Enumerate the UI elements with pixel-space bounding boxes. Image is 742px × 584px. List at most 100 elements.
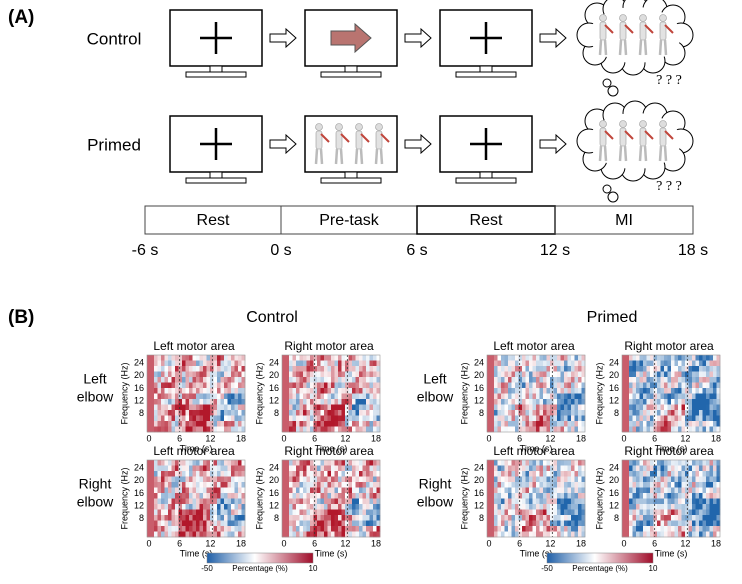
heatmap-cell xyxy=(154,393,158,400)
heatmap-cell xyxy=(681,410,686,416)
heatmap-cell xyxy=(653,526,658,532)
heatmap-cell xyxy=(317,498,321,505)
heatmap-cell xyxy=(639,487,644,494)
heatmap-cell xyxy=(497,426,502,433)
heatmap-cell xyxy=(192,460,197,466)
heatmap-cell xyxy=(678,504,682,510)
heatmap-cell xyxy=(574,498,579,505)
heatmap-cell xyxy=(636,493,640,499)
heatmap-cell xyxy=(210,460,214,466)
heatmap-cell xyxy=(299,410,304,416)
heatmap-cell xyxy=(681,360,686,367)
heatmap-cell xyxy=(709,421,714,427)
heatmap-cell xyxy=(303,388,307,394)
heatmap-cell xyxy=(546,465,551,472)
heatmap-cell xyxy=(692,410,696,416)
heatmap-cell xyxy=(504,388,509,394)
heatmap-cell xyxy=(671,482,675,488)
heatmap-cell xyxy=(220,487,225,494)
heatmap-cell xyxy=(289,465,293,472)
heatmap-cell xyxy=(362,388,367,394)
heatmap-cell xyxy=(182,498,186,505)
heatmap-cell xyxy=(147,531,151,538)
heatmap-cell xyxy=(574,471,579,477)
heatmap-cell xyxy=(685,415,689,422)
heatmap-cell xyxy=(178,393,183,400)
row-label: elbow xyxy=(417,494,454,510)
heatmap-cell xyxy=(685,493,689,499)
heatmap-cell xyxy=(692,415,696,422)
heatmap-cell xyxy=(317,504,321,510)
heatmap-cell xyxy=(227,388,232,394)
heatmap-cell xyxy=(210,515,214,521)
heatmap-cell xyxy=(341,366,346,372)
stand-neck xyxy=(344,171,358,179)
heatmap-cell xyxy=(292,498,297,505)
heatmap-cell xyxy=(639,399,644,405)
colorbar-label: Percentage (%) xyxy=(232,564,288,573)
heatmap-cell xyxy=(241,482,246,488)
heatmap-cell xyxy=(217,360,221,367)
heatmap-cell xyxy=(625,520,630,527)
heatmap-cell xyxy=(625,371,630,378)
cloud-dot xyxy=(607,85,619,97)
heatmap-cell xyxy=(522,526,526,532)
heatmap-cell xyxy=(231,509,235,516)
heatmap-cell xyxy=(285,520,290,527)
heatmap-cell xyxy=(373,504,377,510)
heatmap-cell xyxy=(348,515,353,521)
heatmap-cell xyxy=(529,526,533,532)
heatmap-cell xyxy=(578,399,582,405)
y-axis-label: Frequency (Hz) xyxy=(119,362,129,424)
heatmap-cell xyxy=(511,388,516,394)
heatmap-cell xyxy=(695,360,700,367)
heatmap-cell xyxy=(643,404,647,411)
heatmap-cell xyxy=(622,493,626,499)
heatmap-cell xyxy=(292,421,297,427)
heatmap-cell xyxy=(289,504,293,510)
heatmap-cell xyxy=(171,515,176,521)
heatmap-cell xyxy=(376,382,381,389)
heatmap-cell xyxy=(369,482,374,488)
heatmap-cell xyxy=(324,393,328,400)
heatmap-cell xyxy=(522,404,526,411)
x-tick-label: 12 xyxy=(680,433,690,443)
heatmap-cell xyxy=(171,371,176,378)
heatmap-cell xyxy=(692,482,696,488)
heatmap-cell xyxy=(303,504,307,510)
figure-head xyxy=(335,123,343,131)
heatmap-cell xyxy=(362,531,367,538)
heatmap-cell xyxy=(338,426,342,433)
heatmap-cell xyxy=(660,493,665,499)
heatmap-cell xyxy=(667,371,672,378)
heatmap-cell xyxy=(539,504,544,510)
heatmap-cell xyxy=(508,399,512,405)
heatmap-cell xyxy=(636,410,640,416)
heatmap-cell xyxy=(203,355,207,361)
heatmap-cell xyxy=(578,355,582,361)
heatmap-cell xyxy=(168,526,172,532)
heatmap-cell xyxy=(497,482,502,488)
heatmap-cell xyxy=(352,415,356,422)
heatmap-cell xyxy=(366,426,370,433)
heatmap-cell xyxy=(660,504,665,510)
heatmap-cell xyxy=(560,471,565,477)
heatmap-cell xyxy=(203,487,207,494)
heatmap-cell xyxy=(192,476,197,483)
heatmap-cell xyxy=(713,504,717,510)
heatmap-cell xyxy=(185,421,190,427)
heatmap-cell xyxy=(671,465,675,472)
heatmap-cell xyxy=(622,377,626,383)
heatmap-cell xyxy=(189,476,193,483)
heatmap-cell xyxy=(213,388,218,394)
heatmap-cell xyxy=(206,476,211,483)
heatmap-cell xyxy=(702,393,707,400)
heatmap-cell xyxy=(338,355,342,361)
heatmap-cell xyxy=(289,531,293,538)
heatmap-cell xyxy=(578,471,582,477)
heatmap-cell xyxy=(636,382,640,389)
heatmap-cell xyxy=(699,493,703,499)
heatmap-cell xyxy=(310,377,314,383)
heatmap-cell xyxy=(331,371,335,378)
heatmap-cell xyxy=(543,410,547,416)
